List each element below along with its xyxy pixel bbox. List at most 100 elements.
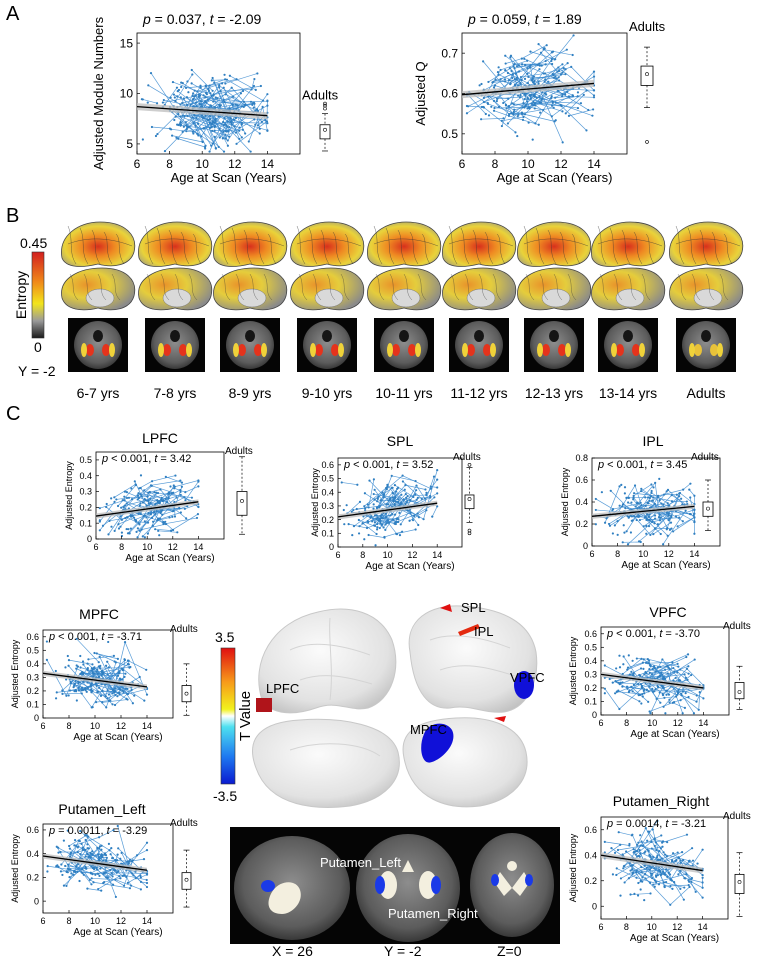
trajectory-line (651, 666, 667, 675)
trajectory-line (229, 75, 256, 91)
data-point (186, 125, 189, 129)
x-axis-label: Age at Scan (Years) (365, 561, 454, 572)
data-point (374, 544, 377, 547)
data-point (105, 856, 108, 859)
stats-text: p < 0.001, t = 3.45 (597, 459, 687, 471)
data-point (513, 67, 516, 70)
data-point (98, 519, 101, 522)
data-point (524, 63, 527, 67)
data-point (175, 496, 178, 499)
data-point (139, 880, 143, 883)
data-point (340, 481, 343, 484)
data-point (87, 835, 90, 838)
data-point (677, 678, 681, 682)
data-point (190, 496, 194, 499)
data-point (211, 76, 214, 80)
adults-label: Adults (629, 19, 666, 34)
data-point (492, 99, 496, 102)
data-point (648, 671, 651, 674)
data-point (247, 140, 250, 143)
data-point (145, 885, 149, 889)
data-point (157, 499, 161, 503)
adults-label: Adults (723, 621, 751, 632)
data-point (623, 881, 626, 884)
data-point (112, 654, 115, 657)
data-point (97, 872, 100, 875)
data-point (86, 662, 89, 665)
data-point (662, 881, 666, 884)
data-point (685, 872, 688, 876)
trajectory-line (162, 95, 195, 103)
data-point (356, 483, 359, 486)
data-point (643, 516, 647, 519)
data-point (412, 495, 415, 499)
trajectory-line (526, 76, 556, 87)
data-point (537, 43, 540, 46)
y-tick-label: 0.1 (321, 528, 334, 538)
data-point (666, 875, 669, 878)
data-point (154, 134, 158, 138)
data-point (202, 94, 205, 97)
data-point (380, 516, 383, 519)
data-point (380, 513, 383, 516)
trajectory-line (87, 687, 107, 708)
trajectory-line (664, 884, 689, 887)
data-point (95, 652, 98, 655)
data-point (650, 874, 653, 877)
data-point (55, 691, 58, 694)
data-point (123, 499, 126, 502)
data-point (138, 675, 141, 679)
data-point (647, 515, 651, 518)
outlier (645, 140, 649, 144)
data-point (171, 134, 174, 137)
trajectory-line (500, 60, 528, 71)
data-point (677, 665, 680, 668)
data-point (67, 868, 71, 871)
data-point (91, 853, 94, 856)
data-point (86, 668, 89, 671)
data-point (629, 893, 632, 896)
data-point (651, 520, 654, 524)
data-point (693, 508, 696, 512)
data-point (227, 130, 230, 133)
trajectory-line (93, 881, 130, 889)
data-point (185, 127, 188, 131)
trajectory-line (178, 138, 206, 148)
trajectory-line (679, 492, 695, 505)
data-point (495, 97, 499, 100)
data-point (391, 496, 394, 499)
data-point (176, 95, 179, 98)
trajectory-line (151, 126, 170, 129)
data-point (179, 115, 182, 118)
data-point (175, 86, 179, 89)
data-point (218, 127, 221, 131)
data-point (199, 86, 202, 89)
data-point (465, 104, 469, 108)
trajectory-line (642, 845, 658, 861)
data-point (510, 69, 513, 72)
data-point (147, 84, 150, 87)
data-point (369, 516, 372, 519)
y-axis-label: Adjusted Entropy (310, 468, 320, 537)
x-tick-label: 14 (432, 550, 442, 560)
data-point (376, 526, 379, 529)
data-point (629, 869, 632, 872)
data-point (76, 851, 79, 854)
data-point (614, 680, 617, 683)
data-point (622, 865, 625, 868)
data-point (688, 512, 692, 516)
data-point (172, 93, 175, 96)
trajectory-line (98, 875, 120, 890)
lateral-surface (367, 221, 442, 267)
data-point (97, 853, 100, 856)
trajectory-line (122, 499, 145, 509)
region-label-lpfc: LPFC (266, 681, 299, 696)
data-point (630, 670, 633, 673)
data-point (239, 92, 243, 95)
trajectory-line (203, 94, 225, 103)
data-point (465, 112, 469, 115)
data-point (121, 874, 124, 877)
trajectory-line (114, 870, 123, 877)
data-point (172, 509, 175, 513)
